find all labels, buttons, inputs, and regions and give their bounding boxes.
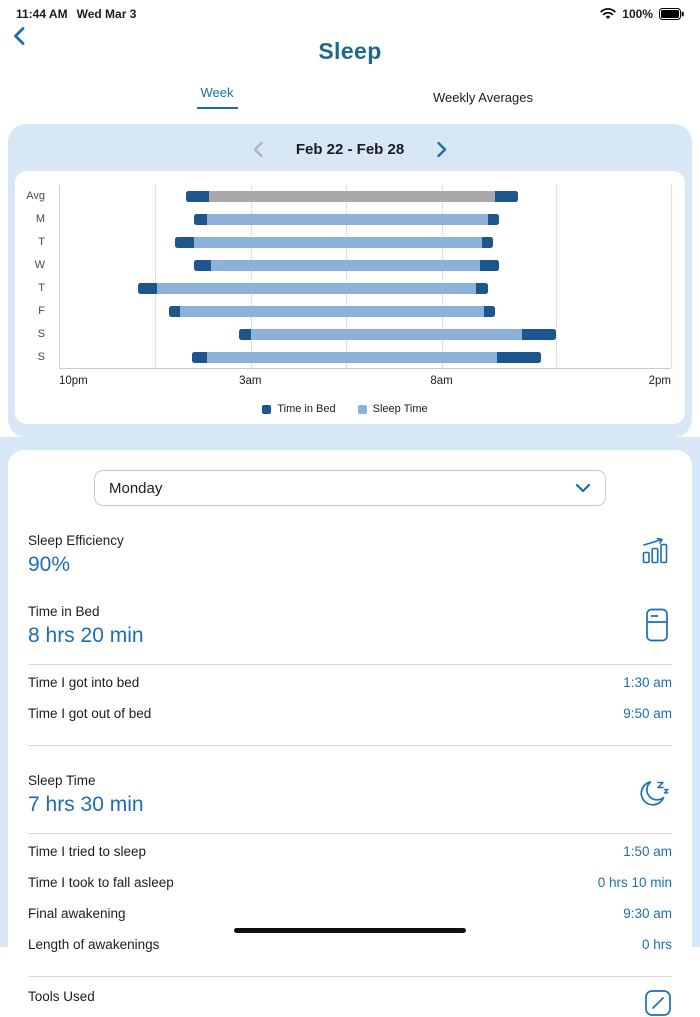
time-in-bed-value: 8 hrs 20 min [28, 624, 144, 647]
next-week-button[interactable] [434, 139, 450, 160]
kv-row-time-into-bed: Time I got into bed 1:30 am [28, 675, 672, 690]
sleep-bar [174, 237, 494, 248]
time-in-bed-metric: Time in Bed 8 hrs 20 min [28, 604, 672, 648]
week-range-header: Feb 22 - Feb 28 [8, 124, 692, 171]
battery-icon [659, 7, 684, 20]
chart-gridline [441, 185, 443, 368]
sleep-bar [193, 260, 500, 271]
sleep-bar-fill [210, 260, 481, 271]
bed-icon [644, 607, 670, 643]
chevron-left-icon [252, 141, 264, 158]
chart-gridline [556, 185, 558, 368]
chart-gridline [250, 185, 252, 368]
sleep-bar [186, 191, 519, 202]
legend-label: Sleep Time [372, 403, 428, 415]
legend-swatch [357, 404, 367, 414]
page-title: Sleep [318, 38, 382, 64]
back-button[interactable] [12, 24, 36, 48]
chart-x-tick-label: 8am [430, 375, 453, 387]
wifi-icon [600, 7, 616, 20]
tools-used-label: Tools Used [28, 989, 95, 1004]
divider [28, 664, 672, 665]
kv-row-fall-asleep: Time I took to fall asleep 0 hrs 10 min [28, 875, 672, 890]
sleep-bar [168, 306, 496, 317]
chevron-left-icon [12, 26, 36, 46]
divider [28, 745, 672, 746]
sleep-bar-fill [208, 191, 496, 202]
sleep-efficiency-value: 90% [28, 553, 71, 576]
tab-weekly-averages[interactable]: Weekly Averages [350, 85, 616, 109]
chart-row-label: F [38, 305, 45, 317]
sleep-time-label: Sleep Time [28, 773, 96, 788]
sleep-bar-fill [180, 306, 484, 317]
chart-row-label: W [34, 259, 45, 271]
chart-legend: Time in Bed Sleep Time [15, 403, 675, 415]
legend-item: Time in Bed [262, 403, 336, 415]
chart-plot [59, 185, 672, 369]
chart-row-labels: Avg M T W T F S S [15, 185, 53, 369]
chart-x-tick-label: 2pm [648, 375, 671, 387]
chevron-right-icon [436, 141, 448, 158]
chart-x-tick-label: 10pm [59, 375, 88, 387]
chart-x-tick-label: 3am [239, 375, 262, 387]
chart-gridline [671, 185, 672, 368]
status-bar: 11:44 AM Wed Mar 3 100% [0, 0, 700, 22]
sleep-bar [193, 214, 500, 225]
sleep-bar [191, 352, 542, 363]
chart-row-label: S [37, 351, 45, 363]
legend-item: Sleep Time [357, 403, 428, 415]
sleep-bar-fill [250, 329, 523, 340]
sleep-efficiency-metric: Sleep Efficiency 90% [28, 533, 672, 577]
tab-bar: Week Weekly Averages [84, 85, 616, 109]
day-details-card: Monday Sleep Efficiency 90% Ti [8, 450, 692, 1016]
kv-row-time-out-of-bed: Time I got out of bed 9:50 am [28, 706, 672, 721]
status-time: 11:44 AM [16, 6, 68, 21]
tools-used-row: Tools Used [28, 989, 672, 1017]
sleep-time-metric: Sleep Time 7 hrs 30 min [28, 773, 672, 817]
sleep-bar [138, 283, 488, 294]
sleep-bar-fill [207, 214, 488, 225]
sleep-bar-fill [157, 283, 477, 294]
sleep-bar-fill [207, 352, 498, 363]
sleep-efficiency-label: Sleep Efficiency [28, 533, 124, 548]
legend-swatch [262, 404, 272, 414]
chart-row-label: M [35, 213, 45, 225]
day-selector-dropdown[interactable]: Monday [94, 470, 606, 506]
chart-row-label: T [38, 236, 45, 248]
sleep-time-value: 7 hrs 30 min [28, 793, 144, 816]
previous-week-button[interactable] [250, 139, 266, 160]
legend-label: Time in Bed [277, 403, 336, 415]
chart-gridline [346, 185, 348, 368]
chart-row-label: S [37, 328, 45, 340]
day-selector-value: Monday [109, 479, 163, 497]
divider [28, 833, 672, 834]
status-date: Wed Mar 3 [76, 6, 137, 21]
chart-increase-icon [640, 536, 670, 566]
battery-percent: 100% [622, 6, 653, 21]
time-in-bed-label: Time in Bed [28, 604, 100, 619]
tab-week[interactable]: Week [84, 85, 350, 109]
chevron-down-icon [575, 483, 591, 493]
divider [28, 976, 672, 977]
kv-row-tried-to-sleep: Time I tried to sleep 1:50 am [28, 844, 672, 859]
home-indicator[interactable] [234, 928, 466, 933]
kv-row-final-awakening: Final awakening 9:30 am [28, 906, 672, 921]
tools-icon[interactable] [644, 989, 672, 1017]
sleep-bar [239, 329, 557, 340]
lower-section: Monday Sleep Efficiency 90% Ti [0, 437, 700, 1016]
date-range-label: Feb 22 - Feb 28 [295, 141, 405, 158]
chart-row-label: Avg [26, 190, 45, 202]
chart-x-labels: 10pm 3am 8am 2pm [59, 375, 671, 390]
chart-gridline [155, 185, 157, 368]
week-chart-card: Feb 22 - Feb 28 Avg M T W T F S S 10pm 3am 8am 2pm… [8, 124, 692, 437]
sleep-bar-fill [193, 237, 482, 248]
moon-zzz-icon [636, 776, 670, 810]
chart-row-label: T [38, 282, 45, 294]
sleep-chart-panel: Avg M T W T F S S 10pm 3am 8am 2pm Time in Bed Slee… [15, 171, 685, 424]
